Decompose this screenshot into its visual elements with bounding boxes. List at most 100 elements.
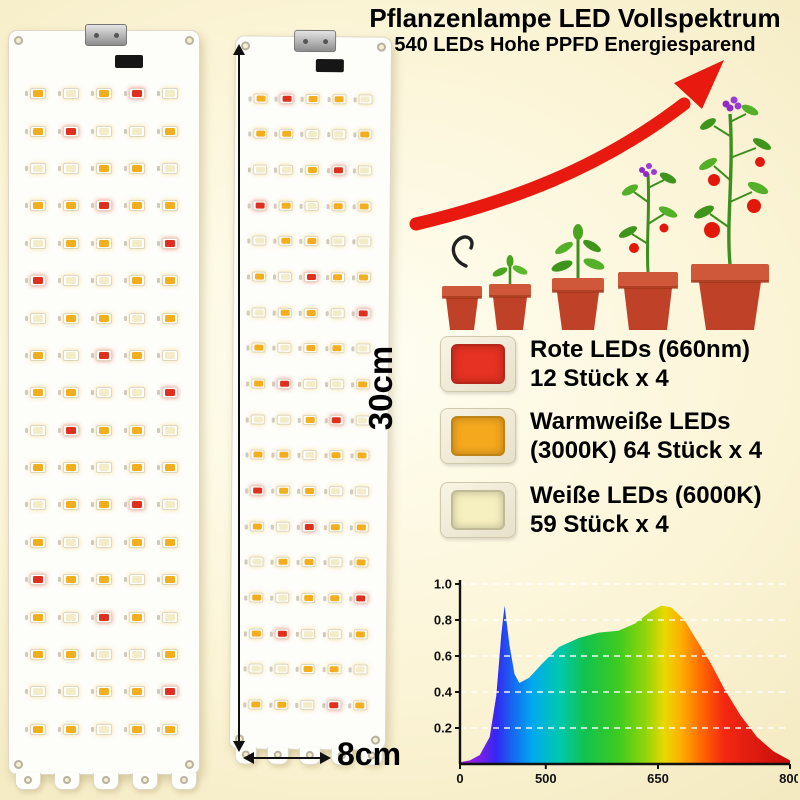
led-chip xyxy=(304,272,319,283)
led-chip xyxy=(157,686,179,698)
led-chip xyxy=(250,485,265,496)
led-chip xyxy=(57,611,79,623)
chart-y-labels: 0.2 0.4 0.6 0.8 1.0 xyxy=(434,577,453,736)
led-chip xyxy=(24,125,46,137)
led-chip xyxy=(24,162,46,174)
warm-white-led-chip xyxy=(440,408,516,464)
led-chip xyxy=(330,307,345,319)
led-chip xyxy=(124,200,146,212)
led-chip xyxy=(252,164,268,175)
screw-icon xyxy=(322,38,328,44)
led-chip xyxy=(303,379,318,390)
led-chip xyxy=(332,94,347,105)
led-chip xyxy=(248,699,263,710)
led-chip xyxy=(157,574,179,586)
legend-line: Warmweiße LEDs xyxy=(530,408,731,435)
led-chip xyxy=(249,592,264,603)
chart-axes xyxy=(458,580,790,766)
led-chip xyxy=(157,349,179,361)
led-chip xyxy=(253,93,268,104)
led-chip xyxy=(328,557,343,568)
led-chip xyxy=(24,536,46,548)
led-chip xyxy=(328,486,343,497)
led-chip xyxy=(157,499,179,511)
led-chip xyxy=(279,93,294,104)
mounting-tab xyxy=(15,773,41,790)
led-chip xyxy=(329,414,344,426)
led-chip xyxy=(329,450,344,461)
led-chip xyxy=(301,628,316,639)
red-led-chip xyxy=(440,336,516,392)
led-chip xyxy=(90,162,112,174)
led-chip xyxy=(24,387,46,399)
product-subtitle: 540 LEDs Hohe PPFD Energiesparend xyxy=(394,34,756,56)
svg-text:0.6: 0.6 xyxy=(434,649,452,664)
led-chip xyxy=(253,128,268,140)
led-chip xyxy=(358,94,373,105)
chart-gridlines xyxy=(460,583,790,729)
led-chip xyxy=(24,275,46,287)
screw-icon xyxy=(93,32,99,38)
plant-stage-4 xyxy=(618,163,678,330)
led-chip xyxy=(277,378,292,389)
screw-hole xyxy=(185,760,194,769)
legend-item-warm-white-leds: Warmweiße LEDs (3000K) 64 Stück x 4 xyxy=(440,408,762,466)
width-dimension-label: 8cm xyxy=(337,736,402,772)
led-chip xyxy=(157,723,179,735)
led-chip xyxy=(306,93,321,104)
led-chip xyxy=(57,462,79,474)
led-chip xyxy=(124,536,146,548)
led-chip xyxy=(275,592,290,603)
led-chip xyxy=(157,237,179,249)
led-grid xyxy=(21,75,187,748)
led-chip xyxy=(357,201,372,212)
led-chip xyxy=(24,349,46,361)
plant-stage-1 xyxy=(442,286,482,330)
led-chip xyxy=(356,308,371,319)
product-title: Pflanzenlampe LED Vollspektrum xyxy=(369,3,781,33)
led-chip xyxy=(24,611,46,623)
led-chip xyxy=(90,611,112,623)
led-chip xyxy=(353,629,368,640)
led-chip xyxy=(331,165,346,176)
svg-text:500: 500 xyxy=(535,771,557,786)
svg-text:650: 650 xyxy=(647,771,669,786)
hinge-bracket xyxy=(85,24,127,46)
svg-text:0.4: 0.4 xyxy=(434,685,453,700)
growth-illustration xyxy=(409,60,772,330)
led-chip xyxy=(157,312,179,324)
led-chip xyxy=(90,200,112,212)
screw-icon xyxy=(113,32,119,38)
led-chip xyxy=(124,349,146,361)
led-chip xyxy=(124,686,146,698)
led-chip xyxy=(24,462,46,474)
led-chip xyxy=(331,129,346,140)
led-chip xyxy=(252,235,267,247)
led-chip xyxy=(279,129,294,140)
led-chip xyxy=(251,307,266,318)
led-chip xyxy=(124,162,146,174)
led-chip xyxy=(330,343,345,354)
legend-text: Warmweiße LEDs (3000K) 64 Stück x 4 xyxy=(530,408,762,466)
hanging-hook-icon xyxy=(451,235,474,268)
led-chip xyxy=(124,312,146,324)
led-chip xyxy=(124,125,146,137)
led-chip xyxy=(302,521,317,532)
led-chip xyxy=(356,272,371,283)
led-chip xyxy=(90,424,112,436)
screw-hole xyxy=(14,36,23,45)
led-chip xyxy=(157,611,179,623)
led-chip xyxy=(276,450,291,461)
legend-item-white-leds: Weiße LEDs (6000K) 59 Stück x 4 xyxy=(440,482,762,540)
led-chip xyxy=(57,275,79,287)
led-chip xyxy=(90,387,112,399)
led-chip xyxy=(157,162,179,174)
led-chip xyxy=(279,164,294,175)
led-chip xyxy=(24,88,46,100)
svg-text:800: 800 xyxy=(779,771,798,786)
led-panel-front xyxy=(8,24,200,790)
led-chip xyxy=(330,272,345,283)
led-chip xyxy=(24,723,46,735)
mounting-tab xyxy=(54,773,80,790)
